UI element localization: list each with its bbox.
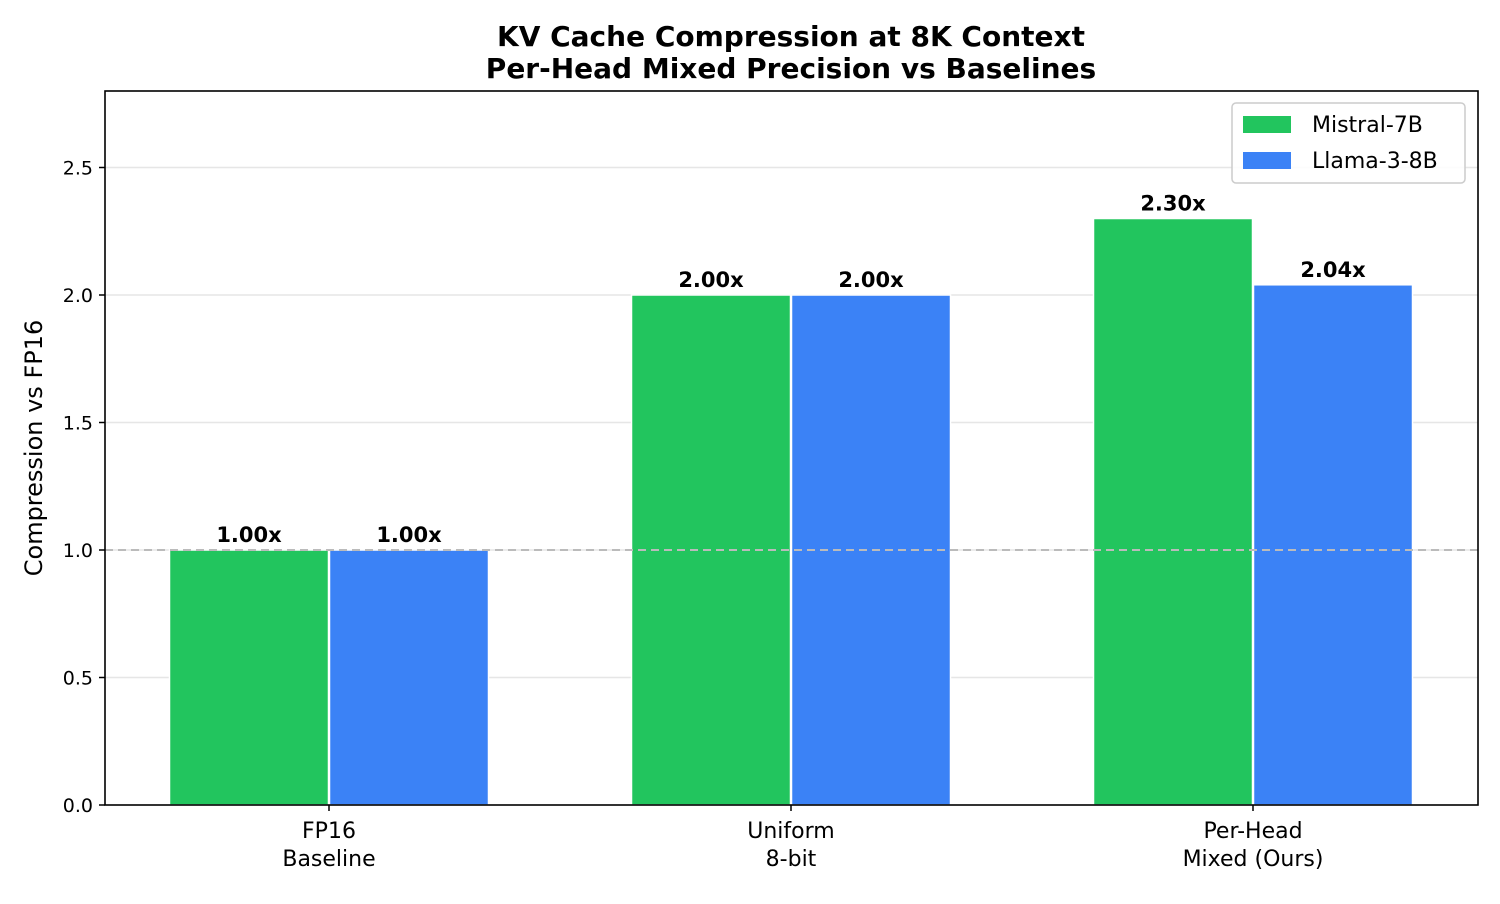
x-tick-label: Per-Head — [1203, 819, 1302, 844]
x-tick-label: 8-bit — [766, 847, 817, 872]
bar-value-label: 2.30x — [1140, 192, 1206, 216]
bar-value-label: 1.00x — [216, 523, 282, 547]
x-tick-label: FP16 — [302, 819, 356, 844]
bar-mistral-7b-2 — [1092, 217, 1254, 806]
chart-title: KV Cache Compression at 8K Context — [497, 20, 1085, 53]
bar-value-label: 2.04x — [1300, 258, 1366, 282]
legend-label: Mistral-7B — [1312, 113, 1423, 138]
legend-swatch — [1243, 152, 1291, 169]
bar-value-label: 2.00x — [838, 268, 904, 292]
bar-mistral-7b-0 — [168, 549, 330, 806]
x-tick-label: Mixed (Ours) — [1183, 847, 1324, 872]
chart-subtitle: Per-Head Mixed Precision vs Baselines — [486, 52, 1096, 85]
y-tick-label: 0.5 — [63, 668, 93, 690]
bar-value-label: 2.00x — [678, 268, 744, 292]
y-tick-label: 2.5 — [63, 158, 93, 180]
y-axis-label: Compression vs FP16 — [20, 320, 48, 577]
y-tick-label: 0.0 — [63, 795, 93, 817]
legend-swatch — [1243, 116, 1291, 133]
y-tick-label: 1.5 — [63, 413, 93, 435]
bar-llama-3-8b-2 — [1252, 284, 1414, 806]
legend-label: Llama-3-8B — [1312, 149, 1438, 174]
x-tick-label: Uniform — [747, 819, 834, 844]
bar-value-label: 1.00x — [376, 523, 442, 547]
x-tick-label: Baseline — [282, 847, 375, 872]
bar-llama-3-8b-0 — [328, 549, 490, 806]
y-tick-label: 2.0 — [63, 285, 93, 307]
y-tick-label: 1.0 — [63, 540, 93, 562]
